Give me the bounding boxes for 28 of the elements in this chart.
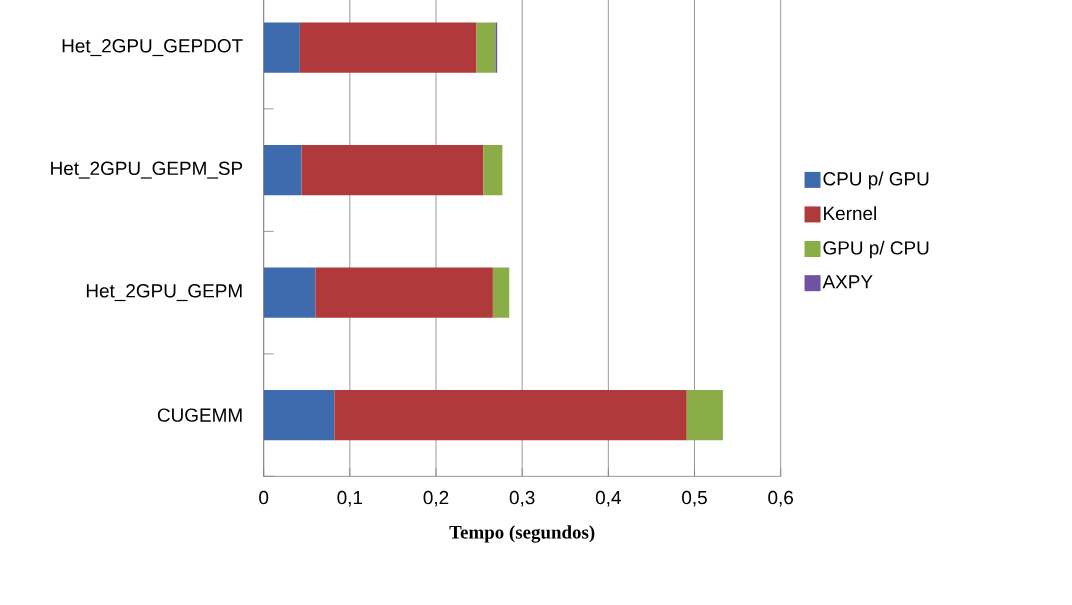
bar: [483, 145, 503, 196]
legend-label: GPU p/ CPU: [823, 240, 929, 259]
x-tick-label: 0,6: [768, 490, 793, 507]
bar: [263, 267, 316, 318]
x-tick-label: 0,5: [682, 490, 707, 507]
bar: [299, 22, 477, 73]
y-tick-label: CUGEMM: [157, 408, 242, 422]
bar: [686, 390, 723, 441]
x-tick-label: 0,2: [423, 490, 449, 507]
y-tick-label: Het_2GPU_GEPM_SP: [51, 161, 243, 179]
x-tick-label: 0: [259, 490, 269, 505]
bar: [301, 145, 484, 196]
bar: [263, 145, 302, 196]
y-tick-label: Het_2GPU_GEPDOT: [62, 39, 243, 57]
legend-label: AXPY: [822, 275, 873, 289]
legend-label: Kernel: [824, 206, 876, 221]
y-tick-label: Het_2GPU_GEPM: [86, 284, 242, 302]
x-tick-label: 0,4: [595, 490, 621, 507]
bar: [334, 390, 687, 441]
bar: [476, 22, 496, 73]
x-tick-label: 0,3: [509, 490, 535, 507]
x-tick-label: 0,1: [337, 490, 363, 507]
legend-label: CPU p/ GPU: [823, 171, 929, 190]
bar: [492, 267, 510, 318]
bar: [263, 390, 335, 441]
bar: [263, 22, 300, 73]
bar: [315, 267, 493, 318]
x-axis-title: Tempo (segundos): [449, 525, 595, 543]
